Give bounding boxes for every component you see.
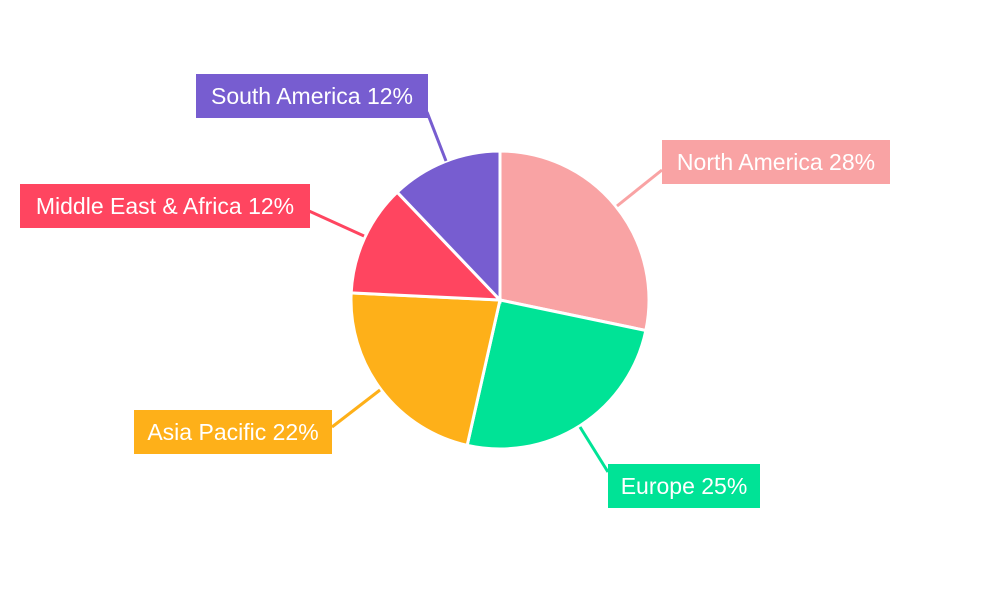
pie-slice-europe[interactable] <box>465 298 648 451</box>
data-label-text: Middle East & Africa 12% <box>36 193 294 219</box>
leader-line-south-america <box>425 111 448 162</box>
pie-slice-north-america[interactable] <box>498 149 651 333</box>
data-label-north-america: North America 28% <box>662 140 890 184</box>
data-label-asia-pacific: Asia Pacific 22% <box>134 410 332 454</box>
data-label-text: Europe 25% <box>621 473 748 499</box>
data-label-box <box>134 410 332 454</box>
pie-slice-asia-pacific[interactable] <box>349 291 502 448</box>
pie-slice-middle-east-africa[interactable] <box>349 190 504 302</box>
data-label-middle-east-africa: Middle East & Africa 12% <box>20 184 310 228</box>
data-label-europe: Europe 25% <box>608 464 760 508</box>
data-label-south-america: South America 12% <box>196 74 428 118</box>
data-label-box <box>608 464 760 508</box>
leader-line-middle-east-africa <box>308 209 365 238</box>
data-label-box <box>20 184 310 228</box>
leader-line-asia-pacific <box>331 388 381 429</box>
data-label-box <box>196 74 428 118</box>
pie-slice-south-america[interactable] <box>395 149 502 304</box>
data-label-box <box>662 140 890 184</box>
data-label-text: North America 28% <box>677 149 875 175</box>
data-label-text: South America 12% <box>211 83 413 109</box>
leader-line-north-america <box>616 168 663 208</box>
leader-line-europe <box>578 426 610 473</box>
data-label-text: Asia Pacific 22% <box>147 419 318 445</box>
